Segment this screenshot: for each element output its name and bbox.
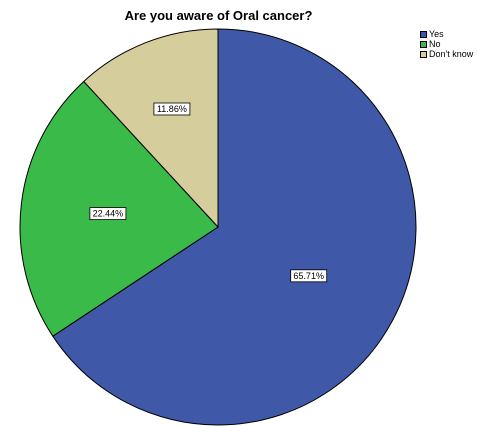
data-label-box-no xyxy=(89,207,127,221)
data-label-box-don-t-know xyxy=(153,102,191,116)
data-label-box-yes xyxy=(290,269,328,283)
legend-label-no: No xyxy=(429,39,441,49)
pie-slice-don-t-know xyxy=(83,28,219,229)
legend-label-yes: Yes xyxy=(429,29,444,39)
legend-swatch-no xyxy=(420,40,427,48)
legend-swatch-dont-know xyxy=(420,50,427,58)
data-label-text-don-t-know: 11.86% xyxy=(157,104,187,114)
legend-item-dont-know: Don't know xyxy=(420,49,473,59)
legend-swatch-yes xyxy=(420,30,427,38)
data-label-yes: 65.71% xyxy=(290,269,328,283)
pie-slice-yes xyxy=(52,28,417,426)
legend: Yes No Don't know xyxy=(420,29,473,59)
legend-label-dont-know: Don't know xyxy=(429,49,474,59)
data-label-don-t-know: 11.86% xyxy=(153,102,191,116)
legend-item-yes: Yes xyxy=(420,29,473,39)
data-label-text-no: 22.44% xyxy=(93,209,124,219)
data-label-text-yes: 65.71% xyxy=(293,271,324,281)
chart-title: Are you aware of Oral cancer? xyxy=(124,8,313,23)
data-label-no: 22.44% xyxy=(89,207,127,221)
pie-chart: 65.71% 22.44% 11.86% xyxy=(19,28,417,426)
legend-item-no: No xyxy=(420,39,473,49)
